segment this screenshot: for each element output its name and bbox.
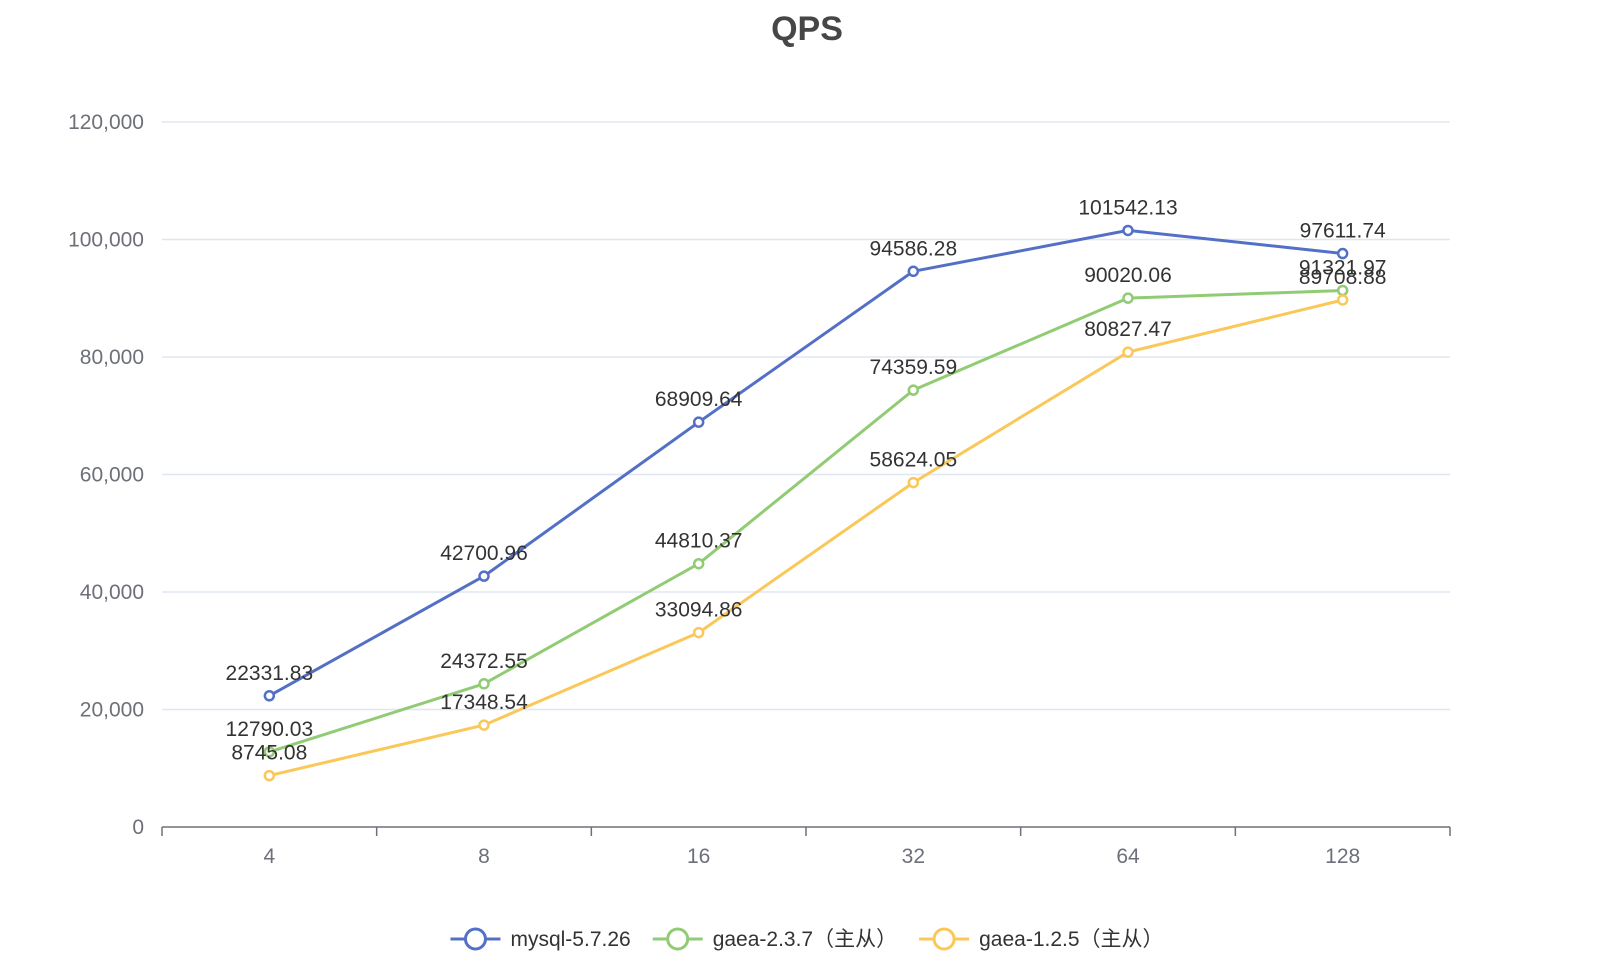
data-point[interactable] <box>478 570 490 582</box>
series-lines <box>263 224 1349 782</box>
legend-item-2[interactable]: gaea-1.2.5（主从） <box>919 927 1164 951</box>
data-point[interactable] <box>692 557 705 570</box>
data-label: 22331.83 <box>226 662 314 685</box>
y-tick-label: 100,000 <box>68 229 144 252</box>
data-label: 68909.64 <box>655 388 743 411</box>
x-tick-label: 4 <box>263 845 275 868</box>
data-label: 33094.86 <box>655 599 743 622</box>
data-label: 94586.28 <box>870 237 958 260</box>
data-labels: 22331.83 42700.96 68909.64 94586.28 101542.1… <box>226 196 1387 764</box>
data-point[interactable] <box>263 690 276 702</box>
data-point[interactable] <box>692 626 705 639</box>
data-label: 58624.05 <box>870 449 958 472</box>
series-line-0 <box>268 228 1343 698</box>
x-tick-label: 128 <box>1325 845 1360 868</box>
data-label: 90020.06 <box>1084 264 1172 287</box>
data-label: 101542.13 <box>1078 196 1177 219</box>
y-tick-label: 20,000 <box>80 699 144 722</box>
axes: 0 20,000 40,000 60,000 80,000 100,000 120,000 4… <box>68 111 1451 868</box>
x-tick-label: 64 <box>1116 845 1140 868</box>
legend-circle-icon <box>666 927 690 951</box>
data-point[interactable] <box>907 265 920 278</box>
y-tick-label: 60,000 <box>80 464 144 487</box>
chart-title: QPS <box>771 10 843 48</box>
data-point[interactable] <box>1336 247 1349 260</box>
series-line-1 <box>268 289 1343 754</box>
data-label: 12790.03 <box>226 718 314 741</box>
data-point[interactable] <box>263 769 276 782</box>
data-point[interactable] <box>1336 294 1349 306</box>
x-tick-label: 8 <box>478 845 490 868</box>
data-label: 24372.55 <box>440 650 528 673</box>
data-label: 97611.74 <box>1300 220 1386 243</box>
series-line-2 <box>268 298 1344 778</box>
legend-label: gaea-2.3.7（主从） <box>713 928 897 951</box>
grid-lines <box>162 121 1450 711</box>
legend[interactable]: mysql-5.7.26 gaea-2.3.7（主从） gaea-1.2.5（主从） <box>450 927 1164 951</box>
legend-item-0[interactable]: mysql-5.7.26 <box>450 927 631 951</box>
data-label: 74359.59 <box>870 356 958 379</box>
data-point[interactable] <box>692 416 705 428</box>
data-label: 91321.97 <box>1299 256 1387 279</box>
data-point[interactable] <box>1122 224 1134 237</box>
data-point[interactable] <box>907 476 920 489</box>
y-tick-label: 80,000 <box>80 346 144 369</box>
legend-item-1[interactable]: gaea-2.3.7（主从） <box>652 927 897 951</box>
data-point[interactable] <box>478 678 490 690</box>
data-point[interactable] <box>478 719 490 731</box>
y-tick-label: 0 <box>132 816 144 839</box>
data-point[interactable] <box>1122 292 1134 304</box>
data-label: 17348.54 <box>440 691 528 714</box>
legend-circle-icon <box>932 927 956 951</box>
data-point[interactable] <box>1122 346 1134 358</box>
legend-label: mysql-5.7.26 <box>510 928 630 951</box>
data-label: 8745.08 <box>231 742 307 765</box>
data-label: 44810.37 <box>655 530 743 553</box>
legend-label: gaea-1.2.5（主从） <box>979 928 1163 951</box>
data-point[interactable] <box>907 384 920 396</box>
y-tick-label: 120,000 <box>68 111 144 134</box>
legend-circle-icon <box>463 927 487 951</box>
y-tick-label: 40,000 <box>80 581 144 604</box>
data-label: 80827.47 <box>1084 318 1172 341</box>
x-tick-label: 16 <box>687 845 710 868</box>
x-tick-label: 32 <box>902 845 925 868</box>
data-label: 89708.88 <box>1299 266 1387 289</box>
data-point[interactable] <box>263 746 276 758</box>
data-label: 42700.96 <box>440 542 528 565</box>
